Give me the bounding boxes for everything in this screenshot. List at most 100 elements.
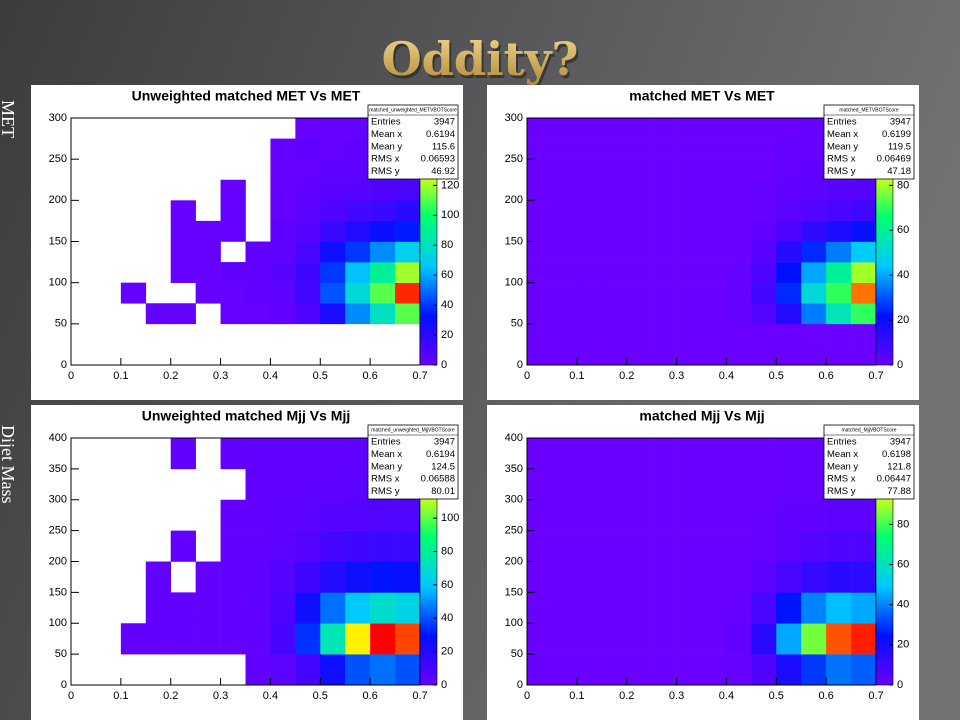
heatmap-cell	[320, 592, 346, 624]
y-tick-label: 200	[505, 555, 523, 567]
heatmap-cell	[701, 303, 727, 325]
x-tick-label: 0.4	[263, 370, 278, 382]
stats-name: matched_unweighted_MjjVBOTScore	[371, 427, 455, 433]
heatmap-cell	[651, 561, 677, 593]
heatmap-cell	[370, 200, 396, 222]
heatmap-cell	[395, 200, 421, 222]
stats-label: Entries	[371, 117, 401, 128]
heatmap-cell	[576, 200, 603, 222]
heatmap-cell	[320, 561, 346, 593]
stats-box	[823, 104, 915, 180]
heatmap-cell	[345, 499, 371, 531]
heatmap-cell	[801, 159, 827, 181]
heatmap-cell	[527, 344, 553, 366]
stats-value: 119.5	[888, 141, 911, 152]
heatmap-cell	[751, 468, 777, 501]
heatmap-cell	[601, 220, 628, 242]
chart-title: Unweighted matched MET Vs MET	[132, 88, 361, 104]
heatmap-cell	[726, 159, 752, 181]
x-tick-label: 0.6	[818, 690, 833, 702]
heatmap-cell	[245, 654, 271, 686]
heatmap-cell	[826, 262, 852, 283]
heatmap-cell	[651, 344, 677, 366]
heatmap-cell	[295, 118, 321, 139]
heatmap-cell	[370, 282, 396, 304]
x-tick-label: 0.3	[213, 370, 228, 382]
heatmap-cell	[270, 241, 296, 263]
heatmap-cell	[776, 200, 802, 222]
x-tick-label: 0.1	[569, 370, 584, 382]
heatmap-cell	[601, 159, 628, 181]
stats-label: Entries	[827, 437, 857, 448]
heatmap-cell	[170, 220, 196, 242]
heatmap-cell	[751, 262, 777, 283]
heatmap-cell	[576, 138, 603, 160]
heatmap-cell	[726, 468, 752, 501]
heatmap-cell	[551, 654, 578, 686]
heatmap-cell	[851, 344, 877, 366]
heatmap-cell	[801, 438, 827, 470]
heatmap-cell	[601, 303, 628, 325]
heatmap-cell	[851, 592, 877, 624]
heatmap-cell	[145, 303, 172, 325]
stats-name: matched_METVBOTScore	[839, 107, 898, 113]
heatmap-cell	[601, 623, 628, 655]
heatmap-cell	[320, 118, 346, 139]
colorbar-tick-label: 20	[897, 314, 909, 326]
heatmap-cell	[220, 200, 246, 222]
heatmap-cell	[626, 654, 652, 686]
heatmap-cell	[626, 592, 652, 624]
heatmap-cell	[601, 138, 628, 160]
heatmap-cell	[170, 530, 196, 562]
heatmap-cell	[195, 241, 221, 263]
heatmap-cell	[527, 282, 553, 304]
heatmap-cell	[195, 592, 221, 624]
y-tick-label: 100	[505, 617, 523, 629]
x-tick-label: 0.2	[163, 370, 178, 382]
heatmap-cell	[220, 220, 246, 242]
x-tick-label: 0.6	[362, 690, 377, 702]
stats-value: 80.01	[431, 486, 455, 497]
heatmap-cell	[626, 468, 652, 501]
heatmap-cell	[295, 159, 321, 181]
heatmap-cell	[701, 654, 727, 686]
y-tick-label: 150	[505, 586, 523, 598]
heatmap-cell	[676, 468, 702, 501]
heatmap-cell	[726, 344, 752, 366]
x-tick-label: 0.2	[619, 370, 634, 382]
colorbar-tick-label: 0	[441, 359, 447, 371]
heatmap-cell	[345, 282, 371, 304]
stats-label: RMS y	[371, 166, 400, 177]
heatmap-cell	[751, 241, 777, 263]
heatmap-cell	[245, 592, 271, 624]
heatmap-cell	[245, 438, 271, 470]
stats-label: RMS y	[827, 486, 856, 497]
x-tick-label: 0	[524, 690, 530, 702]
colorbar-tick-label: 20	[441, 329, 453, 341]
heatmap-cell	[395, 282, 421, 304]
y-tick-label: 250	[505, 153, 523, 165]
heatmap-cell	[170, 623, 196, 655]
heatmap-cell	[551, 138, 578, 160]
colorbar-tick-label: 60	[897, 558, 909, 570]
heatmap-cell	[676, 282, 702, 304]
x-tick-label: 0.5	[313, 690, 328, 702]
heatmap-cell	[626, 561, 652, 593]
heatmap-cell	[576, 159, 603, 181]
heatmap-cell	[751, 654, 777, 686]
heatmap-cell	[751, 303, 777, 325]
side-label: Dijet Mass	[0, 425, 18, 504]
heatmap-cell	[395, 220, 421, 242]
heatmap-cell	[270, 303, 296, 325]
stats-value: 0.06469	[877, 154, 911, 165]
heatmap-cell	[345, 654, 371, 686]
heatmap-cell	[195, 561, 221, 593]
heatmap-cell	[245, 561, 271, 593]
heatmap-cell	[270, 262, 296, 283]
heatmap-cell	[345, 262, 371, 283]
heatmap-cell	[826, 592, 852, 624]
heatmap-cell	[270, 282, 296, 304]
colorbar-tick-label: 40	[441, 299, 453, 311]
heatmap-cell	[826, 303, 852, 325]
chart-panel: matched Mjj Vs Mjj 0 0.1 0.2 0.3 0.4 0.5 0.6 0.7…	[487, 405, 919, 720]
